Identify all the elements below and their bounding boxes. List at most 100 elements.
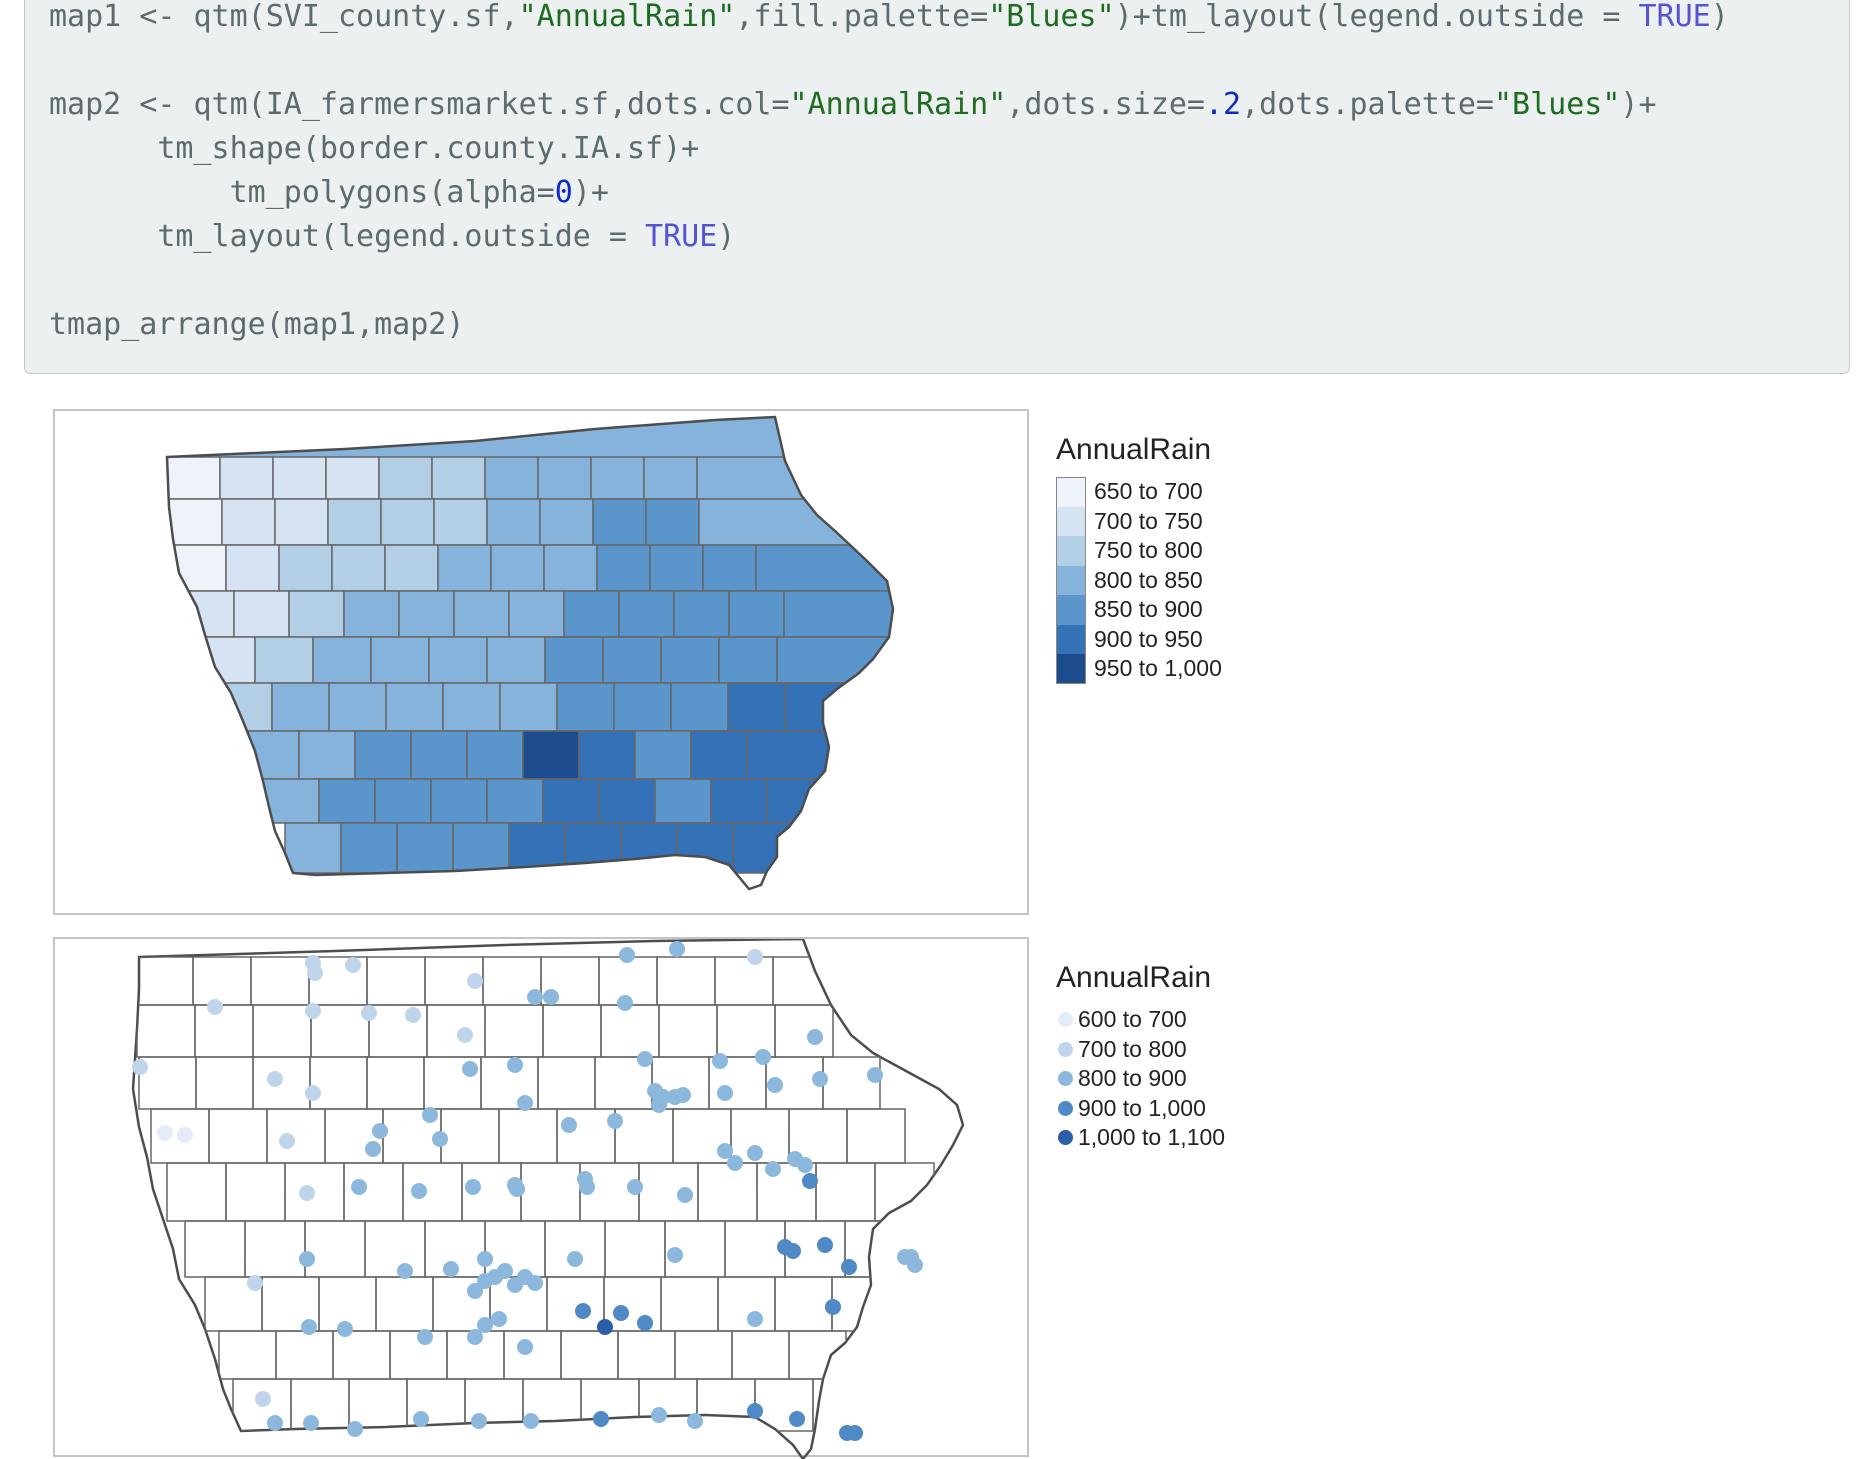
county-cells <box>167 417 893 874</box>
legend-dot <box>1058 1130 1073 1145</box>
county-cell <box>522 730 580 780</box>
county-cell <box>634 730 692 780</box>
legend-item: 850 to 900 <box>1056 595 1211 625</box>
county-cell <box>452 822 510 874</box>
market-dot <box>667 1247 683 1263</box>
county-cell <box>556 682 615 732</box>
market-dot <box>207 999 223 1015</box>
market-dot <box>443 1261 459 1277</box>
legend-swatch <box>1056 536 1086 566</box>
market-dot <box>847 1425 863 1441</box>
county-border <box>556 1108 616 1164</box>
county-cell <box>385 682 444 732</box>
county-cell <box>590 456 645 500</box>
county-border <box>731 1330 790 1380</box>
county-cell <box>428 636 488 684</box>
farmersmarket-dots <box>132 941 923 1441</box>
county-cell <box>431 456 486 500</box>
county-border <box>716 1004 776 1058</box>
county-cell <box>340 822 398 874</box>
market-dot <box>755 1049 771 1065</box>
market-dot <box>765 1161 781 1177</box>
county-cell <box>670 682 729 732</box>
legend-label: 800 to 850 <box>1094 566 1203 593</box>
county-border <box>772 956 832 1006</box>
market-dot <box>413 1411 429 1427</box>
county-border <box>290 1378 350 1432</box>
county-cell <box>542 778 600 824</box>
county-border <box>426 1004 486 1058</box>
market-dot <box>619 947 635 963</box>
market-dot <box>307 965 323 981</box>
county-border <box>484 1220 546 1278</box>
county-cell <box>508 590 565 638</box>
county-border <box>195 1056 254 1110</box>
county-cell <box>398 590 455 638</box>
county-cell <box>592 498 647 546</box>
county-border <box>788 1330 847 1380</box>
county-border <box>484 1004 544 1058</box>
county-cell <box>242 730 300 780</box>
county-cell <box>410 730 468 780</box>
market-dot <box>177 1127 193 1143</box>
market-dot <box>825 1299 841 1315</box>
market-dot <box>523 1413 539 1429</box>
map1-legend: AnnualRain 650 to 700 700 to 750 750 to 80… <box>1056 433 1222 684</box>
legend-item: 1,000 to 1,100 <box>1056 1123 1225 1153</box>
market-dot <box>303 1415 319 1431</box>
legend-label: 850 to 900 <box>1094 596 1203 622</box>
market-dot <box>417 1329 433 1345</box>
legend-swatch <box>1056 565 1086 595</box>
market-dot <box>477 1251 493 1267</box>
legend-swatch <box>1056 654 1086 684</box>
county-cell <box>755 544 893 592</box>
market-dot <box>597 1319 613 1335</box>
county-border <box>520 1162 581 1222</box>
county-border <box>617 1330 676 1380</box>
market-dot <box>727 1155 743 1171</box>
market-dot <box>651 1407 667 1423</box>
county-border <box>498 1108 558 1164</box>
county-cell <box>380 498 435 546</box>
market-dot <box>255 1391 271 1407</box>
county-cell <box>384 544 439 592</box>
market-dot <box>345 957 361 973</box>
county-cell <box>673 590 730 638</box>
county-border <box>717 1276 776 1332</box>
county-cell <box>284 822 342 874</box>
market-dot <box>669 941 685 957</box>
iowa-state-outline <box>165 415 895 891</box>
county-cell <box>598 778 656 824</box>
county-cell <box>318 778 376 824</box>
legend-swatch <box>1056 595 1086 625</box>
county-cell <box>278 544 333 592</box>
county-border <box>544 1220 606 1278</box>
county-border <box>546 1276 605 1332</box>
market-dot <box>405 1007 421 1023</box>
county-cell <box>784 682 893 732</box>
county-cell <box>331 544 386 592</box>
market-dot <box>351 1179 367 1195</box>
county-cell <box>544 636 604 684</box>
market-dot <box>422 1107 438 1123</box>
market-dot <box>651 1097 667 1113</box>
legend-label: 1,000 to 1,100 <box>1078 1124 1226 1150</box>
market-dot <box>785 1243 801 1259</box>
county-cell <box>578 730 636 780</box>
county-border <box>266 1108 326 1164</box>
county-cell <box>702 544 757 592</box>
legend-label: 950 to 1,000 <box>1094 655 1222 681</box>
county-border <box>831 1276 890 1332</box>
market-dot <box>767 1077 783 1093</box>
market-dot <box>267 1071 283 1087</box>
market-dot <box>267 1415 283 1431</box>
market-dot <box>432 1131 448 1147</box>
market-dot <box>347 1421 363 1437</box>
market-dot <box>575 1303 591 1319</box>
county-border <box>614 1108 674 1164</box>
county-cell <box>613 682 672 732</box>
market-dot <box>867 1067 883 1083</box>
market-dot <box>507 1057 523 1073</box>
county-cell <box>354 730 412 780</box>
county-border <box>366 1056 425 1110</box>
